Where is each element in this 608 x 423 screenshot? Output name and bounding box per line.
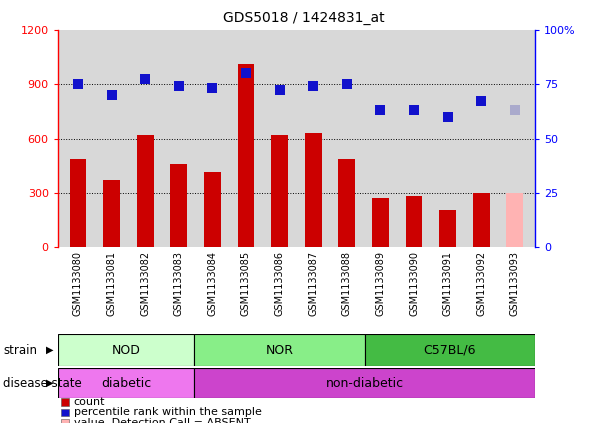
Text: GDS5018 / 1424831_at: GDS5018 / 1424831_at xyxy=(223,11,385,25)
Bar xyxy=(271,135,288,247)
Text: ▶: ▶ xyxy=(46,378,54,388)
Point xyxy=(174,83,184,90)
Bar xyxy=(58,368,194,398)
Text: ▶: ▶ xyxy=(46,345,54,355)
Point xyxy=(443,113,452,120)
Text: GSM1133088: GSM1133088 xyxy=(342,251,352,316)
Text: GSM1133082: GSM1133082 xyxy=(140,251,150,316)
Bar xyxy=(406,196,423,247)
Point xyxy=(241,70,251,77)
Point xyxy=(409,107,419,114)
Text: GSM1133085: GSM1133085 xyxy=(241,251,251,316)
Text: non-diabetic: non-diabetic xyxy=(325,377,404,390)
Point xyxy=(140,75,150,82)
Bar xyxy=(439,210,456,247)
Text: GSM1133084: GSM1133084 xyxy=(207,251,218,316)
Text: value, Detection Call = ABSENT: value, Detection Call = ABSENT xyxy=(74,418,250,423)
Text: GSM1133081: GSM1133081 xyxy=(106,251,117,316)
Bar xyxy=(372,198,389,247)
Bar xyxy=(194,368,535,398)
Point xyxy=(207,85,217,92)
Point xyxy=(308,83,318,90)
Text: strain: strain xyxy=(3,343,37,357)
Bar xyxy=(305,133,322,247)
Point xyxy=(342,81,351,88)
Point xyxy=(275,86,285,93)
Bar xyxy=(69,159,86,247)
Text: disease state: disease state xyxy=(3,377,82,390)
Bar xyxy=(339,159,355,247)
Text: NOR: NOR xyxy=(265,343,293,357)
Text: percentile rank within the sample: percentile rank within the sample xyxy=(74,407,261,418)
Point xyxy=(106,92,116,99)
Point xyxy=(510,107,520,114)
Text: diabetic: diabetic xyxy=(101,377,151,390)
Text: GSM1133083: GSM1133083 xyxy=(174,251,184,316)
Text: GSM1133089: GSM1133089 xyxy=(375,251,385,316)
Text: GSM1133086: GSM1133086 xyxy=(275,251,285,316)
Bar xyxy=(506,193,523,247)
Bar xyxy=(365,334,535,366)
Text: C57BL/6: C57BL/6 xyxy=(424,343,476,357)
Bar xyxy=(238,64,254,247)
Bar xyxy=(137,135,154,247)
Point xyxy=(376,107,385,114)
Bar xyxy=(58,334,194,366)
Bar xyxy=(473,193,489,247)
Text: count: count xyxy=(74,397,105,407)
Point xyxy=(477,98,486,105)
Text: GSM1133093: GSM1133093 xyxy=(510,251,520,316)
Text: GSM1133091: GSM1133091 xyxy=(443,251,452,316)
Bar xyxy=(170,164,187,247)
Bar xyxy=(103,180,120,247)
Text: GSM1133080: GSM1133080 xyxy=(73,251,83,316)
Text: GSM1133090: GSM1133090 xyxy=(409,251,419,316)
Text: GSM1133087: GSM1133087 xyxy=(308,251,318,316)
Point xyxy=(73,81,83,88)
Bar xyxy=(194,334,365,366)
Bar xyxy=(204,172,221,247)
Text: GSM1133092: GSM1133092 xyxy=(476,251,486,316)
Text: NOD: NOD xyxy=(111,343,140,357)
